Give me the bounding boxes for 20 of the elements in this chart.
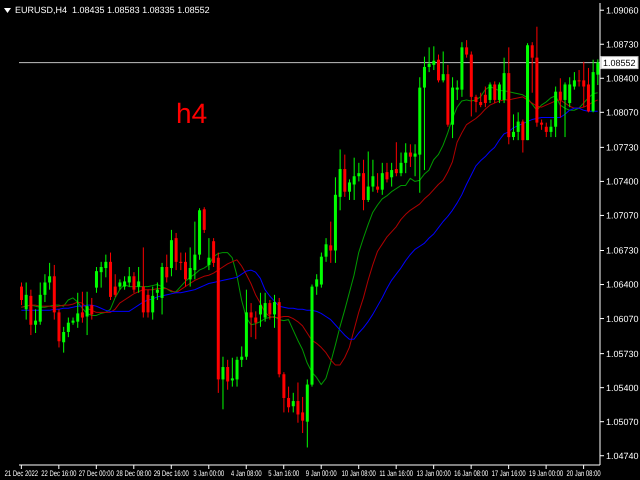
candlestick: [578, 70, 581, 87]
candlestick: [414, 144, 417, 176]
y-tick-label: 1.08070: [606, 108, 639, 118]
annotation: h4: [176, 98, 208, 130]
y-tick-label: 1.06400: [606, 280, 639, 290]
y-tick-label: 1.06730: [606, 246, 639, 256]
chart-title: EURUSD,H4 1.08435 1.08583 1.08335 1.08552: [15, 5, 210, 15]
y-tick-label: 1.05730: [606, 348, 639, 359]
y-tick-label: 1.05070: [606, 416, 639, 427]
y-tick-label: 1.07070: [606, 210, 639, 221]
y-tick-label: 1.08730: [606, 39, 639, 50]
y-tick-label: 1.08400: [606, 73, 639, 84]
y-tick-label: 1.07400: [606, 176, 639, 187]
ref-line-label: 1.08552: [603, 58, 636, 68]
y-tick-label: 1.05400: [606, 382, 639, 393]
candlestick: [394, 142, 398, 176]
y-tick-label: 1.04740: [606, 450, 639, 461]
y-tick-label: 1.09060: [606, 5, 639, 16]
y-tick-label: 1.07730: [606, 142, 639, 153]
y-tick-label: 1.06070: [606, 314, 639, 324]
